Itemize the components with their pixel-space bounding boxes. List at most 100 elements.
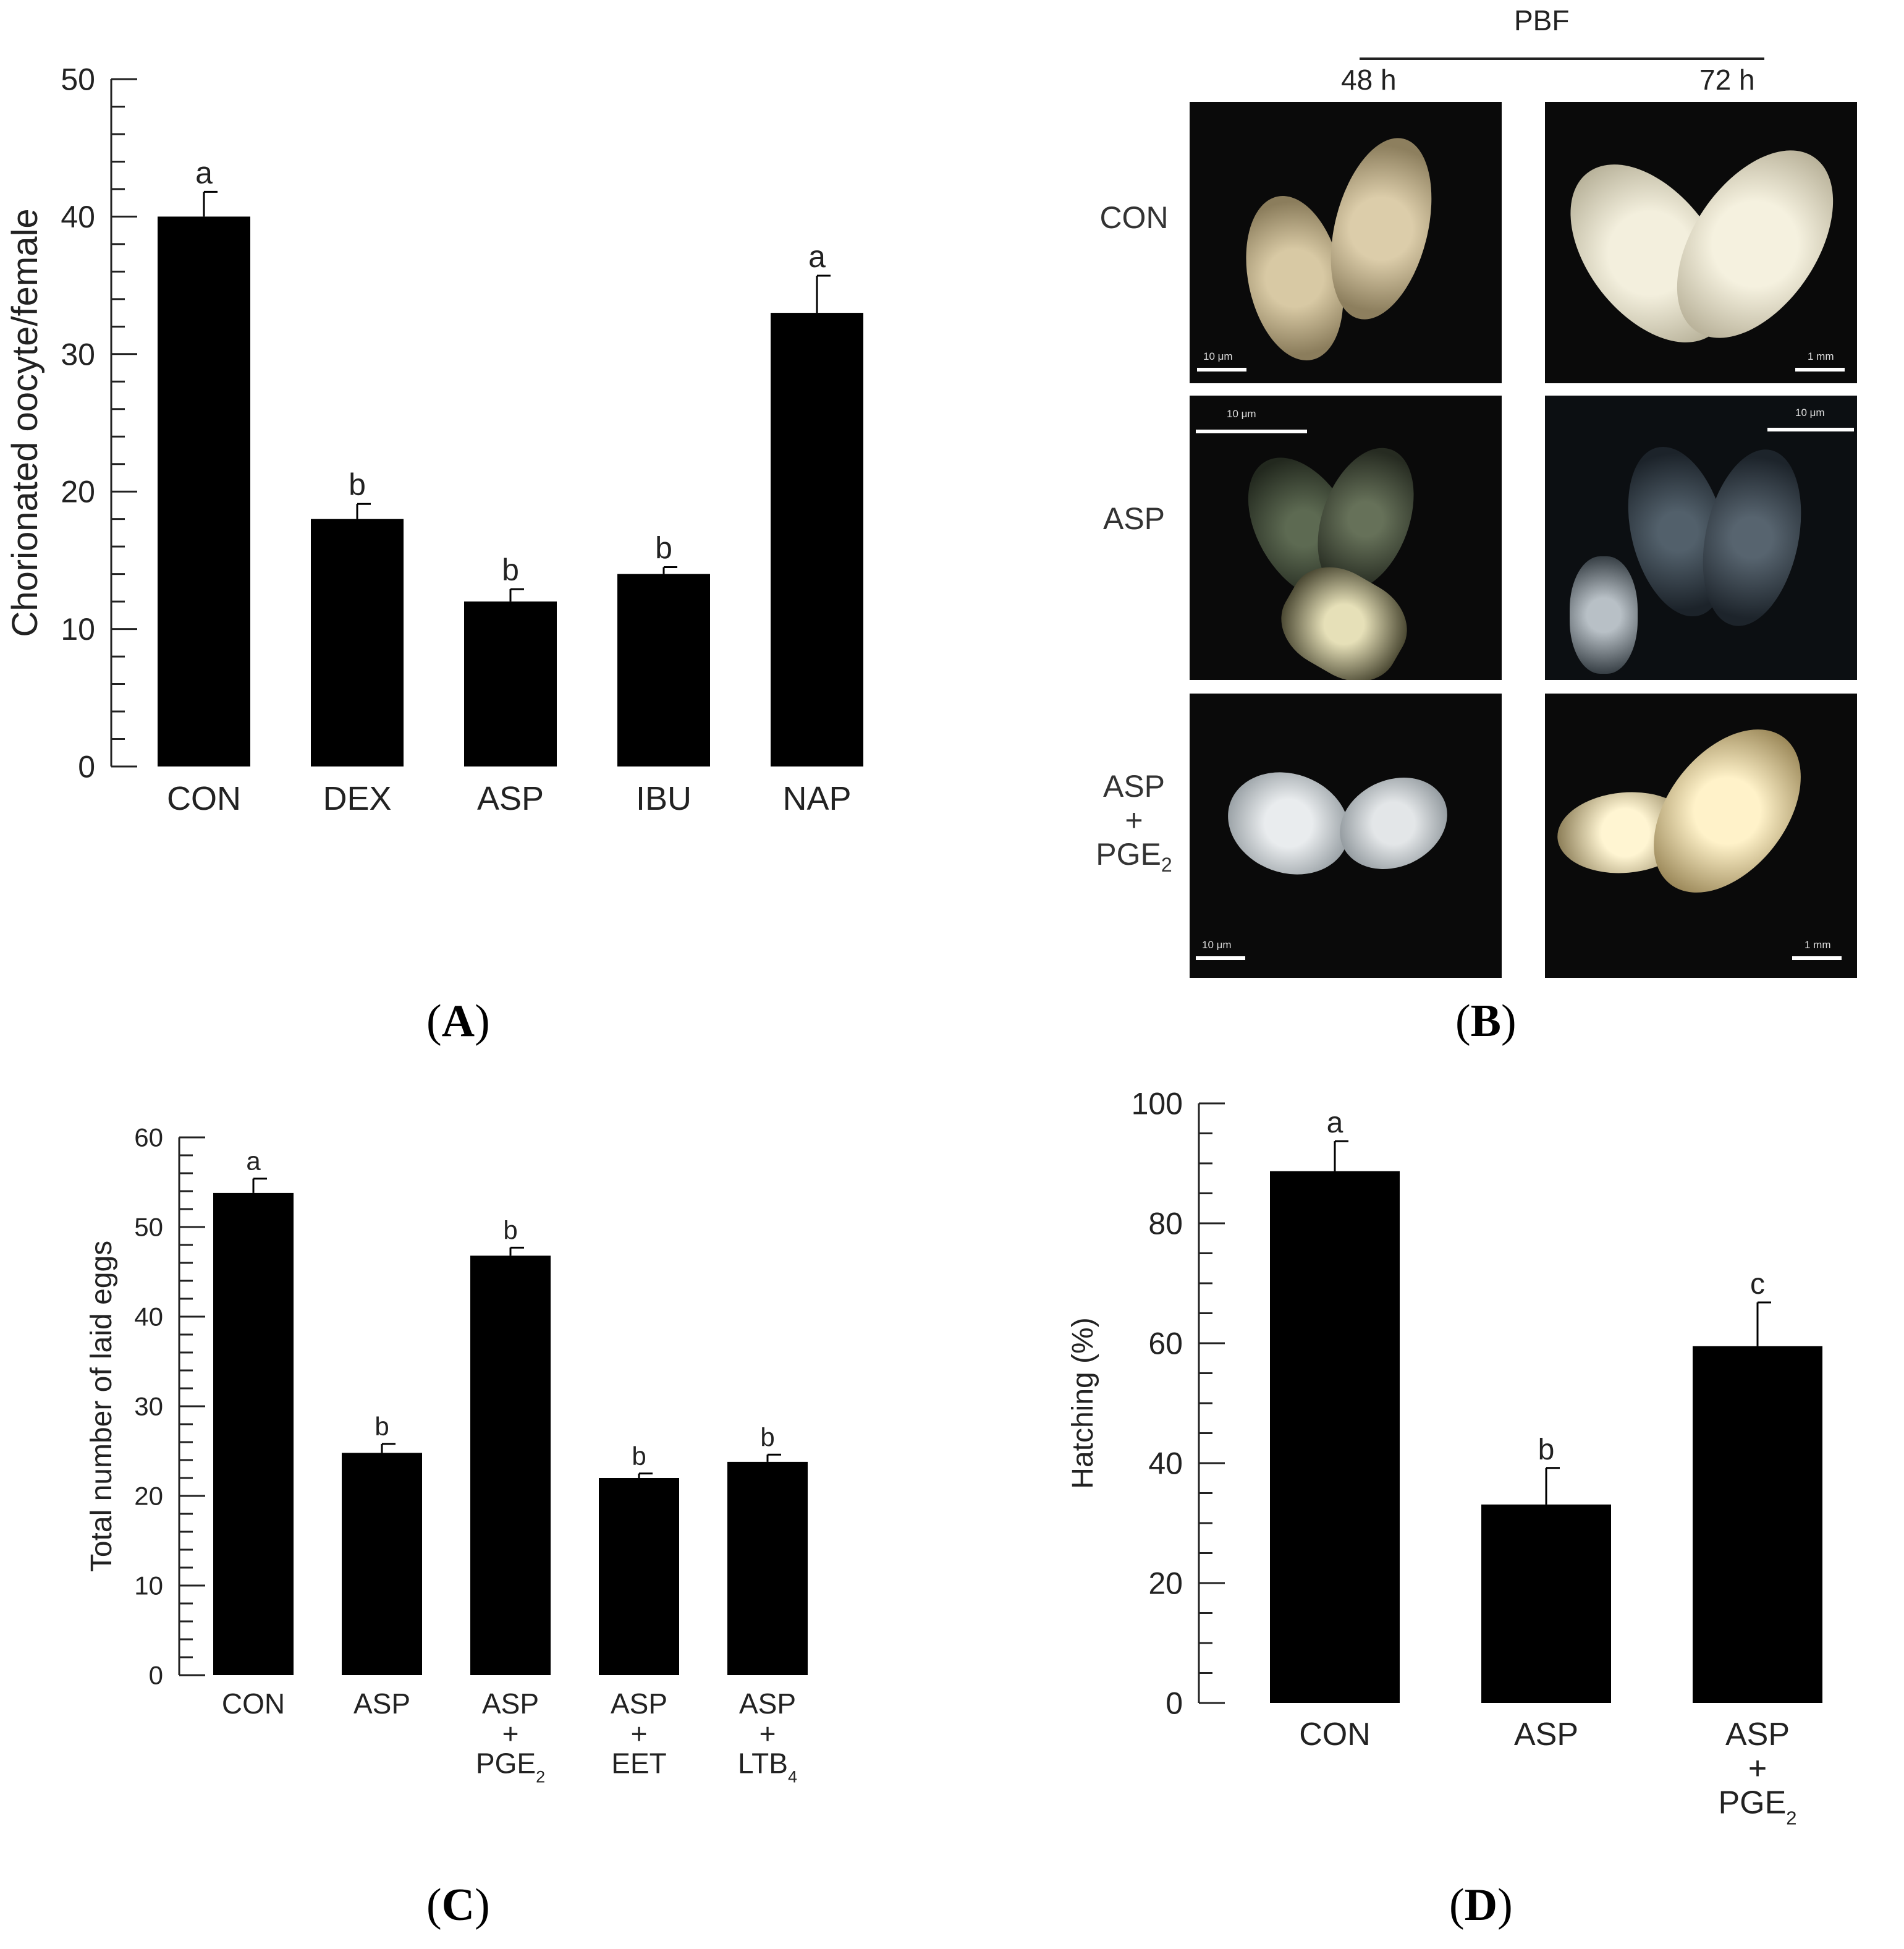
- y-tick-label: 50: [134, 1213, 163, 1242]
- category-label: ASP: [482, 1688, 539, 1720]
- category-label: ASP: [611, 1688, 667, 1720]
- category-label: PGE2: [1718, 1785, 1796, 1828]
- significance-letter: b: [760, 1422, 774, 1451]
- y-tick-label: 80: [1148, 1207, 1183, 1241]
- y-tick-label: 0: [78, 750, 95, 784]
- y-axis-label: Chorionated oocyte/female: [5, 208, 45, 637]
- significance-letter: b: [632, 1442, 646, 1471]
- category-label: ASP: [1725, 1717, 1790, 1752]
- bar: [727, 1461, 808, 1675]
- scalebar: [1795, 368, 1845, 372]
- column-label-48h: 48 h: [1341, 64, 1397, 96]
- significance-letter: b: [374, 1412, 389, 1441]
- category-label: CON: [167, 780, 241, 817]
- micrograph-con-48h: 10 μm: [1190, 102, 1502, 383]
- category-label: ASP: [477, 780, 544, 817]
- category-label: ASP: [353, 1688, 410, 1720]
- pbf-line: [1360, 57, 1764, 60]
- bar: [464, 601, 557, 766]
- category-label: IBU: [636, 780, 692, 817]
- micrograph-asp-48h: 10 μm: [1190, 396, 1502, 680]
- scale-label: 1 mm: [1805, 939, 1831, 951]
- bar: [1481, 1504, 1611, 1703]
- chart-c-svg: 0 10 20 30 40 50 60 Total number of laid eggs a C…: [85, 1123, 808, 1786]
- pbf-header: PBF: [1514, 4, 1570, 36]
- y-tick-label: 0: [149, 1661, 163, 1690]
- category-label: +: [631, 1717, 648, 1749]
- scale-label: 10 μm: [1203, 350, 1233, 362]
- significance-letter: b: [503, 1215, 517, 1244]
- scale-label: 10 μm: [1202, 939, 1232, 951]
- category-label: CON: [222, 1688, 285, 1720]
- y-tick-label: 40: [61, 200, 95, 234]
- significance-letter: a: [808, 239, 826, 274]
- y-tick-label: 60: [1148, 1327, 1183, 1361]
- significance-letter: b: [349, 467, 366, 502]
- scale-label: 10 μm: [1795, 407, 1825, 418]
- scalebar: [1196, 430, 1307, 433]
- panel-a-label: (A): [426, 996, 490, 1047]
- column-label-72h: 72 h: [1699, 64, 1755, 96]
- micrograph-asp-pge2-48h: 10 μm: [1190, 694, 1502, 978]
- scalebar: [1767, 428, 1854, 431]
- significance-letter: b: [1538, 1433, 1555, 1466]
- scalebar: [1196, 956, 1245, 960]
- row-label-asp: ASP: [1102, 501, 1166, 536]
- chart-a-svg: 0 10 20 30 40 50 Chorionated oocyte/female a CON…: [5, 62, 863, 817]
- category-label-subscript: 2: [536, 1768, 545, 1786]
- scalebar: [1197, 368, 1246, 372]
- significance-letter: a: [246, 1147, 261, 1176]
- bar: [470, 1255, 551, 1675]
- y-tick-label: 20: [1148, 1566, 1183, 1601]
- row-label-con: CON: [1099, 200, 1169, 235]
- y-axis-label: Hatching (%): [1067, 1317, 1099, 1488]
- scale-label: 10 μm: [1227, 408, 1256, 420]
- category-label: DEX: [323, 780, 391, 817]
- significance-letter: c: [1750, 1268, 1765, 1301]
- significance-letter: a: [195, 155, 213, 190]
- micrograph-asp-72h: 10 μm: [1545, 396, 1857, 680]
- y-tick-label: 30: [61, 337, 95, 372]
- bar: [617, 574, 710, 766]
- bar: [1693, 1346, 1822, 1703]
- bar: [342, 1453, 422, 1675]
- y-tick-label: 10: [134, 1571, 163, 1600]
- category-label: ASP: [1514, 1717, 1578, 1752]
- category-label-subscript: 4: [788, 1768, 797, 1786]
- y-tick-label: 60: [134, 1123, 163, 1152]
- y-axis-label: Total number of laid eggs: [85, 1241, 118, 1572]
- y-tick-label: 20: [61, 475, 95, 509]
- category-label: LTB4: [738, 1747, 797, 1786]
- row-label-asp-pge2: ASP + PGE2: [1096, 769, 1172, 876]
- panel-c: 0 10 20 30 40 50 60 Total number of laid eggs a C…: [0, 1106, 964, 1848]
- bar: [599, 1478, 679, 1675]
- micrograph-con-72h: 1 mm: [1545, 102, 1857, 383]
- y-tick-label: 10: [61, 612, 95, 647]
- bar: [771, 313, 863, 767]
- micrograph-asp-pge2-72h: 1 mm: [1545, 694, 1857, 978]
- bar: [1270, 1171, 1400, 1703]
- category-label: ASP: [739, 1688, 796, 1720]
- bar: [158, 216, 250, 766]
- panel-d: 0 20 40 60 80 100 Hatching (%) a CON b ASP c ASP + PGE…: [1038, 1063, 1904, 1848]
- y-tick-label: 0: [1166, 1686, 1183, 1721]
- category-label: EET: [611, 1747, 666, 1780]
- ovary-right: [1324, 760, 1463, 886]
- category-label: PGE2: [476, 1747, 545, 1786]
- panel-b: PBF 48 h 72 h CON ASP ASP + PGE2 10 μm 1…: [1063, 0, 1904, 989]
- category-label: +: [1748, 1751, 1767, 1786]
- y-tick-label: 20: [134, 1482, 163, 1511]
- panel-c-label: (C): [426, 1880, 490, 1930]
- significance-letter: b: [655, 531, 672, 566]
- bar: [311, 519, 404, 766]
- bar: [213, 1192, 294, 1675]
- category-label: +: [502, 1717, 519, 1749]
- panel-d-label: (D): [1449, 1880, 1513, 1930]
- category-label: CON: [1299, 1717, 1371, 1752]
- oviduct: [1570, 556, 1638, 674]
- y-tick-label: 40: [134, 1302, 163, 1331]
- y-tick-label: 40: [1148, 1446, 1183, 1481]
- y-tick-label: 30: [134, 1392, 163, 1421]
- significance-letter: a: [1327, 1106, 1343, 1139]
